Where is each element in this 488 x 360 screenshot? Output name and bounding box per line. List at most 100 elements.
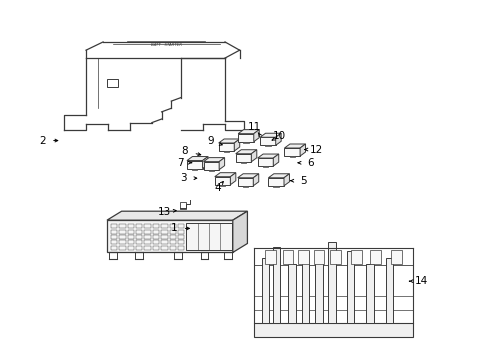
Bar: [366, 264, 373, 323]
Bar: [260, 137, 275, 145]
Bar: [119, 224, 125, 228]
Bar: [302, 251, 309, 323]
Bar: [178, 246, 184, 249]
Bar: [107, 220, 232, 252]
Bar: [186, 223, 231, 249]
Bar: [224, 151, 229, 152]
Bar: [119, 235, 125, 239]
Polygon shape: [235, 150, 256, 154]
Bar: [144, 235, 150, 239]
Bar: [144, 224, 150, 228]
Bar: [111, 240, 117, 244]
Bar: [238, 134, 253, 142]
Text: 1: 1: [170, 224, 177, 233]
Bar: [208, 170, 214, 171]
Bar: [136, 224, 142, 228]
Bar: [214, 177, 230, 185]
Bar: [262, 166, 267, 167]
Text: 3: 3: [180, 173, 186, 183]
Text: 2: 2: [39, 136, 45, 145]
Text: 7: 7: [177, 158, 183, 168]
Polygon shape: [232, 211, 247, 252]
Bar: [161, 246, 167, 249]
Bar: [161, 230, 167, 234]
Polygon shape: [186, 157, 207, 161]
Bar: [136, 246, 142, 249]
Text: 8: 8: [182, 146, 188, 156]
Bar: [237, 178, 253, 186]
Polygon shape: [284, 174, 289, 186]
Bar: [282, 250, 293, 264]
Bar: [385, 258, 392, 323]
Bar: [235, 154, 251, 162]
Bar: [111, 246, 117, 249]
Bar: [136, 240, 142, 244]
Bar: [346, 251, 353, 323]
Text: 14: 14: [413, 276, 427, 286]
Polygon shape: [107, 211, 247, 220]
Bar: [169, 246, 176, 249]
Polygon shape: [238, 130, 259, 134]
Polygon shape: [234, 139, 239, 151]
Bar: [169, 235, 176, 239]
Polygon shape: [253, 174, 258, 186]
Polygon shape: [237, 174, 258, 178]
Bar: [254, 323, 412, 337]
Bar: [284, 148, 300, 156]
Bar: [329, 250, 340, 264]
Text: 9: 9: [206, 136, 213, 146]
Polygon shape: [202, 157, 207, 168]
Bar: [178, 224, 184, 228]
Bar: [289, 156, 294, 157]
Polygon shape: [284, 144, 305, 148]
Bar: [169, 240, 176, 244]
Text: 12: 12: [309, 144, 323, 154]
Bar: [153, 235, 159, 239]
Polygon shape: [260, 133, 281, 137]
Bar: [298, 250, 308, 264]
Bar: [111, 230, 117, 234]
Polygon shape: [218, 139, 239, 143]
Bar: [161, 224, 167, 228]
Bar: [264, 145, 270, 147]
Bar: [127, 230, 134, 234]
Bar: [261, 258, 268, 323]
Text: 5: 5: [299, 176, 305, 186]
Bar: [192, 168, 197, 170]
Bar: [369, 250, 380, 264]
Polygon shape: [253, 130, 259, 142]
Bar: [288, 264, 295, 323]
Polygon shape: [203, 158, 224, 162]
Bar: [178, 240, 184, 244]
Bar: [153, 230, 159, 234]
Bar: [169, 230, 176, 234]
Bar: [390, 250, 401, 264]
Bar: [136, 235, 142, 239]
Bar: [178, 230, 184, 234]
Bar: [144, 230, 150, 234]
Bar: [243, 142, 248, 143]
Bar: [273, 186, 278, 187]
Bar: [180, 202, 185, 210]
Bar: [272, 247, 280, 323]
Polygon shape: [257, 154, 278, 158]
Bar: [153, 240, 159, 244]
Bar: [203, 162, 219, 170]
Text: 4: 4: [214, 183, 221, 193]
Bar: [161, 235, 167, 239]
Bar: [161, 240, 167, 244]
Bar: [220, 185, 225, 186]
Bar: [111, 224, 117, 228]
Bar: [111, 235, 117, 239]
Bar: [144, 240, 150, 244]
Text: 6: 6: [306, 158, 313, 168]
Bar: [257, 158, 273, 166]
Bar: [186, 161, 202, 168]
Bar: [242, 186, 248, 187]
Polygon shape: [300, 144, 305, 156]
Text: BATT   STARTER: BATT STARTER: [151, 43, 182, 47]
Text: 11: 11: [247, 122, 260, 132]
Bar: [127, 224, 134, 228]
Bar: [119, 230, 125, 234]
Text: 10: 10: [272, 131, 285, 141]
